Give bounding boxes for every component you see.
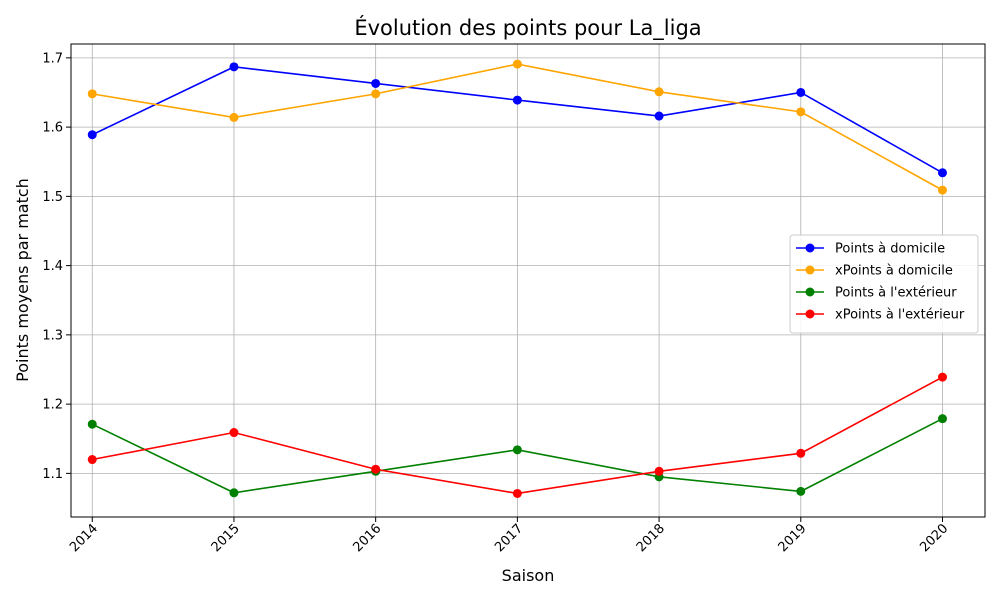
y-tick-label: 1.6 — [42, 121, 63, 136]
data-point — [371, 78, 381, 88]
data-point — [937, 414, 947, 424]
data-point — [87, 89, 97, 99]
data-point — [512, 488, 522, 498]
data-point — [87, 130, 97, 140]
data-point — [937, 168, 947, 178]
data-point — [229, 428, 239, 438]
data-point — [87, 419, 97, 429]
y-tick-label: 1.5 — [42, 190, 63, 205]
data-point — [371, 89, 381, 99]
data-point — [229, 62, 239, 72]
data-point — [654, 111, 664, 121]
legend-box — [789, 234, 979, 334]
data-point — [512, 95, 522, 105]
y-axis-ticks: 1.1 1.2 1.3 1.4 1.5 1.6 1.7 — [42, 51, 71, 482]
legend-label: xPoints à domicile — [835, 264, 953, 279]
chart-title: Évolution des points pour La_liga — [354, 15, 701, 41]
legend-marker — [805, 309, 815, 319]
legend-label: Points à l'extérieur — [835, 286, 957, 301]
x-axis-label: Saison — [502, 566, 555, 585]
data-point — [937, 185, 947, 195]
legend-marker — [805, 243, 815, 253]
data-point — [371, 464, 381, 474]
data-point — [512, 445, 522, 455]
legend-marker — [805, 265, 815, 275]
data-point — [796, 448, 806, 458]
data-point — [796, 107, 806, 117]
data-point — [87, 455, 97, 465]
plot-area-frame — [70, 43, 986, 518]
data-point — [229, 488, 239, 498]
legend-item: Points à domicile — [796, 242, 945, 257]
y-tick-label: 1.2 — [42, 398, 63, 413]
legend-label: Points à domicile — [835, 242, 945, 257]
legend-item: Points à l'extérieur — [796, 286, 957, 301]
y-axis-label: Points moyens par match — [13, 178, 32, 382]
y-tick-label: 1.4 — [42, 259, 63, 274]
series-1 — [87, 62, 947, 178]
data-point — [796, 87, 806, 97]
data-point — [654, 466, 664, 476]
series-lines — [87, 59, 947, 498]
series-4 — [87, 372, 947, 498]
data-point — [654, 87, 664, 97]
y-tick-label: 1.3 — [42, 328, 63, 343]
legend: Points à domicile xPoints à domicile Point… — [789, 234, 979, 334]
data-point — [229, 112, 239, 122]
legend-item: xPoints à domicile — [796, 264, 953, 279]
legend-item: xPoints à l'extérieur — [796, 308, 965, 323]
y-tick-label: 1.1 — [42, 467, 63, 482]
series-2 — [87, 59, 947, 195]
legend-marker — [805, 287, 815, 297]
legend-label: xPoints à l'extérieur — [835, 308, 965, 323]
data-point — [512, 59, 522, 69]
data-point — [937, 372, 947, 382]
y-tick-label: 1.7 — [42, 51, 63, 66]
data-point — [796, 486, 806, 496]
